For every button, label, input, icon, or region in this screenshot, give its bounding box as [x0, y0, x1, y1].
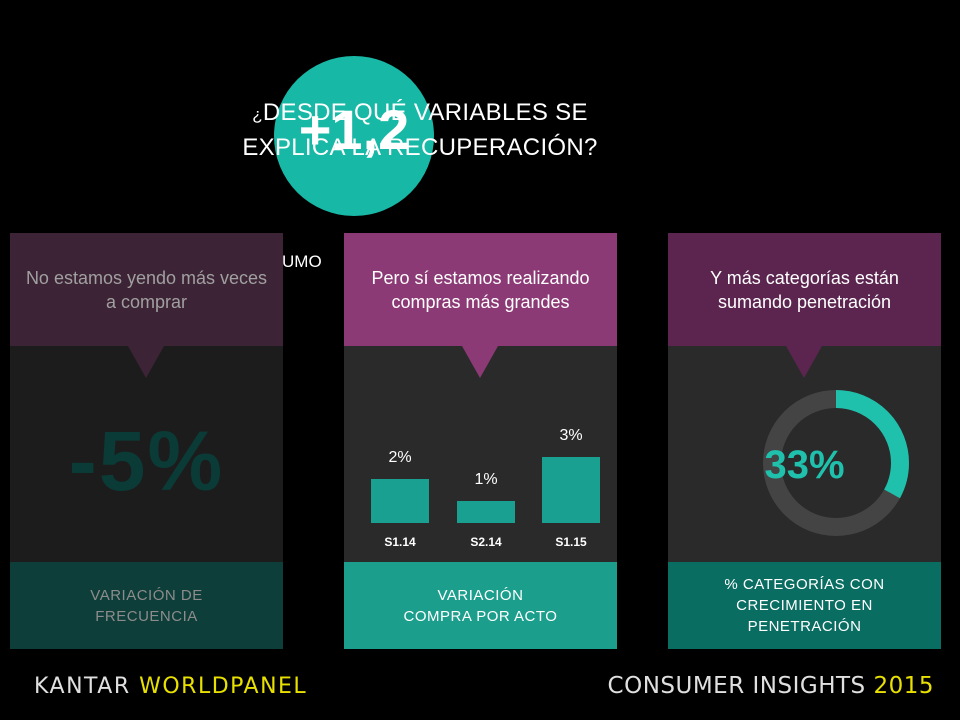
title-line-2: EXPLICA LA RECUPERACIÓN? — [242, 134, 598, 161]
consumer-insights-logo: CONSUMER INSIGHTS 2015 — [608, 673, 934, 699]
donut-value: 33% — [764, 443, 845, 487]
highlight-badge: +1,2 — [274, 56, 434, 216]
title-line-1: DESDE QUÉ VARIABLES SE — [262, 99, 588, 126]
panel-penetration: Y más categorías están sumando penetraci… — [668, 233, 941, 649]
logo-text-consumer-insights: CONSUMER INSIGHTS — [607, 673, 874, 699]
bar-S1.15 — [542, 457, 600, 523]
panel-frequency-header: No estamos yendo más veces a comprar — [10, 233, 283, 346]
header-pointer — [786, 346, 822, 378]
title-question-mark: ¿ — [252, 105, 263, 124]
bar-value-label: 3% — [559, 427, 583, 444]
footer-line-2: FRECUENCIA — [95, 607, 198, 625]
panel-penetration-header: Y más categorías están sumando penetraci… — [668, 233, 941, 346]
footer-line-1: % CATEGORÍAS CON — [724, 576, 885, 593]
footer-line-2: CRECIMIENTO EN — [736, 597, 873, 614]
kantar-worldpanel-logo: KANTAR WORLDPANEL — [34, 674, 307, 699]
footer-line-3: PENETRACIÓN — [747, 618, 862, 635]
donut-chart — [763, 390, 909, 536]
panel-purchase-footer: VARIACIÓN COMPRA POR ACTO — [344, 562, 617, 649]
panel-purchase-size: Pero sí estamos realizando compras más g… — [344, 233, 617, 649]
panel-frequency-footer: VARIACIÓN DE FRECUENCIA — [10, 562, 283, 649]
partially-hidden-text: UMO — [282, 252, 322, 271]
donut-arc — [763, 390, 909, 536]
panel-purchase-header: Pero sí estamos realizando compras más g… — [344, 233, 617, 346]
bar-S1.14 — [371, 479, 429, 523]
footer-line-1: VARIACIÓN DE — [90, 586, 203, 604]
bar-value-label: 2% — [388, 449, 412, 466]
header-pointer — [462, 346, 498, 378]
panel-penetration-footer: % CATEGORÍAS CON CRECIMIENTO EN PENETRAC… — [668, 562, 941, 649]
frequency-value: -5% — [68, 414, 225, 508]
logo-text-worldpanel: WORLDPANEL — [139, 674, 308, 699]
panel-frequency: No estamos yendo más veces a comprar -5%… — [10, 233, 283, 649]
logo-text-year: 2015 — [873, 673, 934, 699]
slide-title: ¿DESDE QUÉ VARIABLES SE EXPLICA LA RECUP… — [190, 96, 650, 164]
footer-line-1: VARIACIÓN — [437, 586, 524, 604]
logo-text-kantar: KANTAR — [34, 674, 140, 699]
bar-category-label: S2.14 — [470, 535, 502, 549]
footer-line-2: COMPRA POR ACTO — [403, 607, 558, 625]
bar-value-label: 1% — [474, 471, 498, 488]
bar-category-label: S1.15 — [555, 535, 587, 549]
bar-category-label: S1.14 — [384, 535, 416, 549]
bar-S2.14 — [457, 501, 515, 523]
header-pointer — [128, 346, 164, 378]
badge-value: +1,2 — [298, 97, 410, 161]
